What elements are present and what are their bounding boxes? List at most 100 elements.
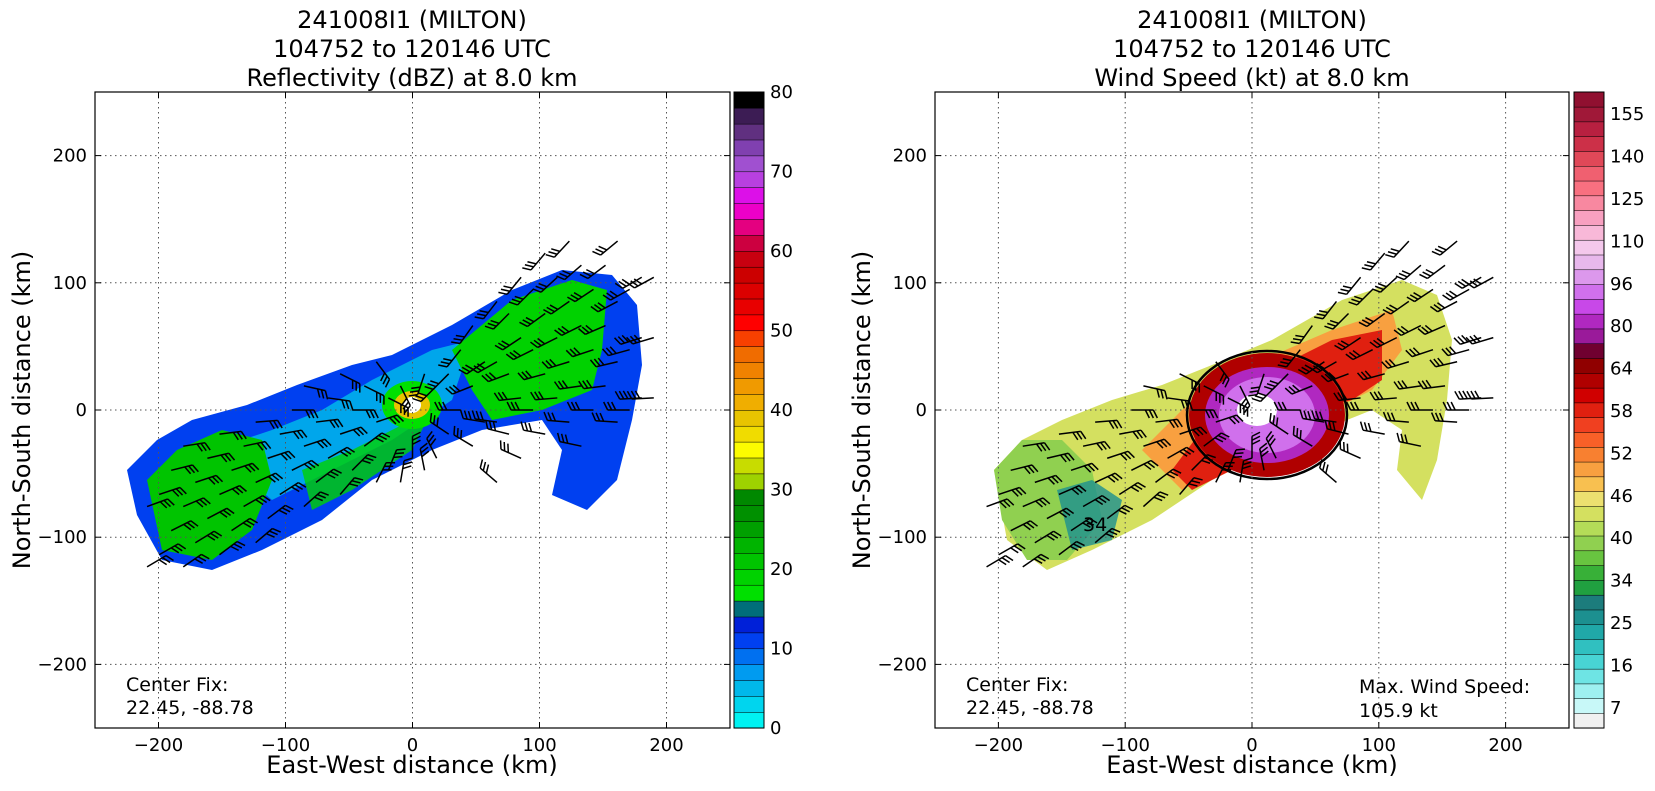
wind-colorbar-tick-label: 96 — [1610, 274, 1633, 295]
reflectivity-title-line3: Reflectivity (dBZ) at 8.0 km — [247, 64, 578, 92]
wind-colorbar-swatch — [1573, 431, 1605, 448]
reflectivity-wind-barb — [182, 497, 211, 508]
reflectivity-wind-barb — [158, 543, 187, 556]
wind-wind-barb — [1369, 336, 1398, 349]
reflectivity-wind-barb — [451, 325, 474, 345]
reflectivity-colorbar: 0 10 20 30 40 50 60 70 80 — [733, 82, 793, 739]
wind-wind-barb — [1393, 324, 1422, 337]
wind-wind-barb — [1034, 474, 1063, 485]
reflectivity-colorbar-swatch — [733, 107, 765, 125]
reflectivity-wind-barb — [529, 336, 558, 349]
wind-xtick-label: −100 — [1100, 735, 1149, 756]
wind-colorbar-swatch — [1573, 269, 1605, 285]
wind-wind-barb — [1430, 412, 1458, 423]
wind-wind-barb — [1142, 491, 1169, 508]
reflectivity-colorbar-tick-label: 50 — [770, 321, 793, 342]
reflectivity-colorbar-tick-label: 40 — [770, 400, 793, 421]
reflectivity-panel: 241008I1 (MILTON) 104752 to 120146 UTC R… — [8, 6, 793, 779]
reflectivity-colorbar-swatch — [733, 441, 765, 459]
wind-colorbar-swatch — [1573, 505, 1605, 522]
reflectivity-wind-barb — [219, 540, 246, 556]
reflectivity-ticks: −200 −100 0 100 200 −200 −100 0 100 200 — [38, 92, 730, 756]
reflectivity-colorbar-swatch — [733, 266, 765, 284]
reflectivity-wind-barb — [146, 498, 175, 509]
wind-wind-barb — [1299, 409, 1325, 423]
reflectivity-wind-barb — [219, 484, 247, 496]
wind-wind-barb — [1361, 252, 1386, 271]
wind-wind-barb — [1070, 462, 1099, 473]
wind-wind-barb — [1309, 361, 1337, 374]
reflectivity-wind-barb — [429, 412, 450, 435]
reflectivity-wind-barb — [171, 464, 199, 475]
wind-wind-barb — [1022, 442, 1051, 452]
wind-wind-barb — [1191, 454, 1216, 471]
reflectivity-colorbar-tick-label: 30 — [770, 480, 793, 501]
wind-ytick-label: 200 — [893, 146, 927, 167]
reflectivity-wind-barb — [520, 421, 546, 435]
wind-wind-barbs — [986, 240, 1494, 568]
wind-wind-barb — [1082, 494, 1111, 508]
reflectivity-wind-barb — [315, 418, 344, 429]
wind-wind-barb — [1419, 264, 1446, 280]
wind-colorbar-swatch — [1573, 550, 1605, 566]
reflectivity-wind-barb — [578, 324, 606, 336]
reflectivity-colorbar-swatch — [733, 314, 765, 332]
reflectivity-wind-barb — [578, 379, 606, 390]
reflectivity-wind-barb — [506, 401, 534, 411]
reflectivity-colorbar-swatch — [733, 393, 765, 411]
reflectivity-wind-barb — [419, 442, 430, 471]
wind-wind-barb — [1333, 391, 1361, 402]
reflectivity-wind-barb — [231, 517, 258, 532]
wind-wind-barb — [1466, 276, 1494, 289]
reflectivity-wind-barb — [279, 482, 307, 496]
wind-colorbar-tick-label: 110 — [1610, 231, 1644, 252]
reflectivity-colorbar-swatch — [733, 648, 765, 665]
wind-wind-barb — [1339, 440, 1361, 459]
reflectivity-center-fix-label: Center Fix: — [126, 674, 228, 696]
reflectivity-wind-barb — [219, 430, 247, 441]
reflectivity-wind-barb — [291, 459, 320, 471]
reflectivity-colorbar-swatch — [733, 139, 765, 157]
wind-wind-barb — [1227, 448, 1246, 471]
reflectivity-green-mid — [302, 410, 432, 510]
wind-wind-barb — [1143, 385, 1168, 400]
wind-wind-barb — [1396, 432, 1422, 447]
wind-wind-barb — [1191, 409, 1219, 419]
wind-colorbar-swatch — [1573, 579, 1605, 596]
wind-colorbar-tick-label: 58 — [1610, 401, 1633, 422]
wind-xtick-label: 0 — [1246, 735, 1257, 756]
wind-wind-barb — [1273, 401, 1301, 411]
wind-colorbar-swatch — [1573, 491, 1605, 507]
wind-colorbar-swatch — [1573, 609, 1605, 626]
reflectivity-colorbar-tick-label: 10 — [770, 639, 793, 660]
reflectivity-ytick-label: 200 — [53, 146, 87, 167]
reflectivity-colorbar-swatch — [733, 425, 765, 443]
wind-colorbar-swatch — [1573, 520, 1605, 537]
wind-center-fix-label: Center Fix: — [966, 674, 1068, 696]
wind-colorbar-swatch — [1573, 313, 1605, 330]
reflectivity-colorbar-swatch — [733, 552, 765, 570]
wind-wind-barb — [1179, 477, 1203, 495]
wind-wind-barb — [1203, 385, 1225, 405]
reflectivity-wind-barb — [592, 240, 619, 256]
wind-wind-barb — [1431, 240, 1458, 256]
wind-colorbar-swatch — [1573, 180, 1605, 197]
reflectivity-colorbar-tick-label: 70 — [770, 162, 793, 183]
wind-wind-barb — [1369, 391, 1397, 401]
reflectivity-wind-barb — [267, 504, 294, 520]
reflectivity-wind-barb — [195, 474, 224, 485]
reflectivity-wind-barb — [291, 409, 319, 419]
wind-colorbar-tick-label: 80 — [1610, 316, 1633, 337]
wind-wind-barb — [1277, 349, 1301, 368]
reflectivity-wind-barb — [352, 409, 379, 419]
wind-colorbar-swatch — [1573, 165, 1605, 182]
reflectivity-wind-barb — [553, 380, 582, 390]
wind-34kt-contour — [1185, 349, 1349, 481]
reflectivity-colorbar-swatch — [733, 123, 765, 141]
reflectivity-colorbar-swatch — [733, 536, 765, 554]
reflectivity-wind-barb — [243, 494, 271, 508]
reflectivity-xlabel: East-West distance (km) — [266, 751, 557, 779]
wind-wind-barb — [1118, 482, 1146, 496]
reflectivity-wind-barb — [438, 349, 462, 368]
wind-colorbar-swatch — [1573, 343, 1605, 359]
